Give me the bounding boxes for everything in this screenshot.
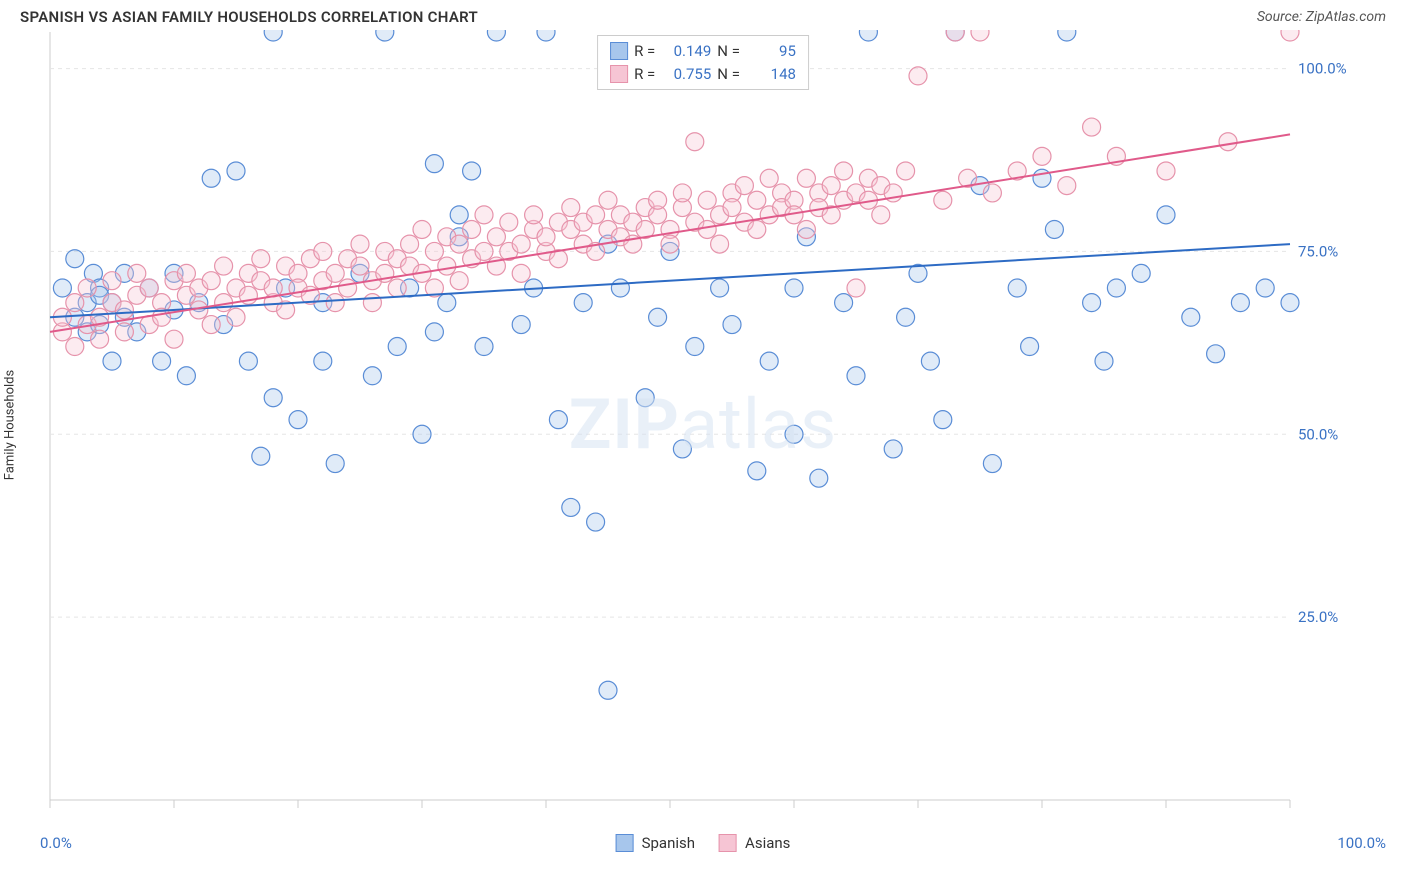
stats-legend: R = 0.149 N = 95 R = 0.755 N = 148	[597, 35, 809, 90]
svg-text:100.0%: 100.0%	[1298, 60, 1347, 78]
x-axis-max-label: 100.0%	[1337, 834, 1386, 852]
svg-text:50.0%: 50.0%	[1298, 425, 1338, 443]
legend-swatch	[719, 834, 737, 852]
legend-swatch	[610, 42, 628, 60]
legend-item: Asians	[719, 834, 790, 852]
scatter-chart: 25.0% 50.0% 75.0% 100.0%	[20, 30, 1350, 820]
y-axis-label: Family Households	[3, 370, 18, 480]
chart-area: Family Households 25.0%50.0%75.0%100.0% …	[20, 30, 1386, 820]
legend-swatch	[610, 65, 628, 83]
x-axis-min-label: 0.0%	[40, 834, 72, 852]
header: SPANISH VS ASIAN FAMILY HOUSEHOLDS CORRE…	[0, 0, 1406, 30]
stats-legend-row: R = 0.755 N = 148	[610, 63, 796, 86]
stats-legend-row: R = 0.149 N = 95	[610, 40, 796, 63]
legend-swatch	[616, 834, 634, 852]
legend-item: Spanish	[616, 834, 695, 852]
svg-text:75.0%: 75.0%	[1298, 242, 1338, 260]
series-legend: Spanish Asians	[616, 834, 791, 852]
source-label: Source: ZipAtlas.com	[1257, 9, 1386, 25]
svg-text:25.0%: 25.0%	[1298, 608, 1338, 626]
chart-title: SPANISH VS ASIAN FAMILY HOUSEHOLDS CORRE…	[20, 8, 478, 26]
